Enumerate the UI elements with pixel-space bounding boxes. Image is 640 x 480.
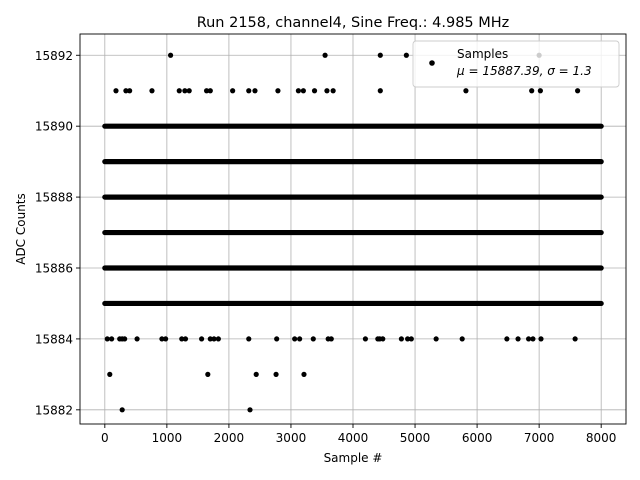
data-point	[292, 336, 298, 342]
data-point	[246, 336, 252, 342]
y-tick-label: 15890	[35, 120, 73, 134]
dense-band-15887	[102, 229, 604, 236]
data-point	[515, 336, 521, 342]
data-point	[149, 88, 155, 94]
y-axis-label: ADC Counts	[14, 193, 28, 265]
data-point	[530, 336, 536, 342]
legend: Samples μ = 15887.39, σ = 1.3	[412, 40, 620, 88]
data-point	[207, 88, 213, 94]
data-point	[107, 371, 113, 377]
data-point	[324, 88, 330, 94]
axis-ticks: 0 1000 2000 3000 4000 5000 6000 7000 8000 15882 15…	[35, 49, 617, 445]
data-point	[300, 88, 306, 94]
data-point	[405, 336, 411, 342]
data-point	[377, 88, 383, 94]
data-point	[122, 336, 128, 342]
data-point	[525, 336, 532, 342]
data-point	[403, 52, 409, 58]
data-point	[310, 336, 316, 342]
data-point	[311, 88, 318, 94]
x-tick-label: 2000	[214, 431, 245, 445]
data-point	[163, 336, 169, 342]
data-point	[182, 88, 188, 94]
data-point	[380, 336, 386, 342]
data-point	[230, 88, 236, 94]
data-point	[179, 336, 185, 342]
dense-band-15888	[102, 194, 604, 200]
data-point	[182, 336, 189, 342]
data-point	[273, 371, 279, 377]
data-point	[398, 336, 404, 342]
data-point	[186, 88, 192, 94]
data-point	[362, 336, 369, 342]
chart-title: Run 2158, channel4, Sine Freq.: 4.985 MH…	[197, 15, 510, 31]
data-point	[328, 336, 334, 342]
x-tick-label: 4000	[338, 431, 369, 445]
data-point	[199, 336, 205, 342]
data-point	[572, 336, 578, 342]
legend-entry-name: Samples	[457, 47, 508, 61]
y-tick-label: 15882	[35, 403, 73, 417]
y-tick-label: 15886	[35, 262, 73, 276]
y-tick-label: 15888	[35, 191, 73, 205]
data-point	[377, 52, 383, 58]
data-point	[215, 336, 221, 342]
data-point	[104, 336, 110, 342]
data-points	[102, 52, 604, 413]
data-point	[205, 371, 211, 377]
data-point	[253, 371, 259, 377]
data-point	[275, 88, 281, 94]
data-point	[203, 88, 210, 94]
y-tick-label: 15892	[35, 49, 73, 63]
data-point	[167, 52, 174, 58]
data-point	[295, 88, 301, 94]
data-point	[301, 371, 307, 377]
data-point	[538, 336, 544, 342]
x-tick-label: 1000	[152, 431, 183, 445]
data-point	[246, 88, 252, 94]
x-tick-label: 6000	[462, 431, 493, 445]
data-point	[274, 336, 280, 342]
legend-marker	[429, 60, 435, 66]
x-tick-label: 8000	[586, 431, 617, 445]
dense-band-15886	[102, 265, 604, 271]
data-point	[322, 52, 328, 58]
x-tick-label: 3000	[276, 431, 307, 445]
y-tick-label: 15884	[35, 332, 73, 346]
data-point	[119, 407, 125, 413]
dense-bands	[102, 123, 604, 307]
data-point	[504, 336, 510, 342]
data-point	[575, 88, 581, 94]
dense-band-15889	[102, 159, 604, 165]
data-point	[109, 336, 115, 342]
x-tick-label: 5000	[400, 431, 431, 445]
data-point	[159, 336, 165, 342]
data-point	[123, 88, 129, 94]
data-point	[463, 88, 469, 94]
dense-band-15885	[102, 300, 604, 307]
data-point	[330, 88, 336, 94]
legend-box	[412, 40, 620, 88]
x-tick-label: 0	[101, 431, 109, 445]
data-point	[529, 88, 535, 94]
dense-band-15890	[102, 123, 604, 129]
data-point	[211, 336, 217, 342]
x-tick-label: 7000	[524, 431, 555, 445]
x-axis-label: Sample #	[324, 451, 383, 465]
data-point	[459, 336, 465, 342]
data-point	[297, 336, 303, 342]
data-point	[207, 336, 213, 342]
data-point	[134, 336, 140, 342]
legend-entry-stats: μ = 15887.39, σ = 1.3	[456, 64, 592, 78]
data-point	[127, 88, 133, 94]
data-point	[176, 88, 182, 94]
data-point	[252, 88, 258, 94]
data-point	[537, 88, 543, 94]
data-point	[433, 336, 439, 342]
data-point	[113, 88, 119, 94]
data-point	[247, 407, 253, 413]
data-point	[408, 336, 414, 342]
